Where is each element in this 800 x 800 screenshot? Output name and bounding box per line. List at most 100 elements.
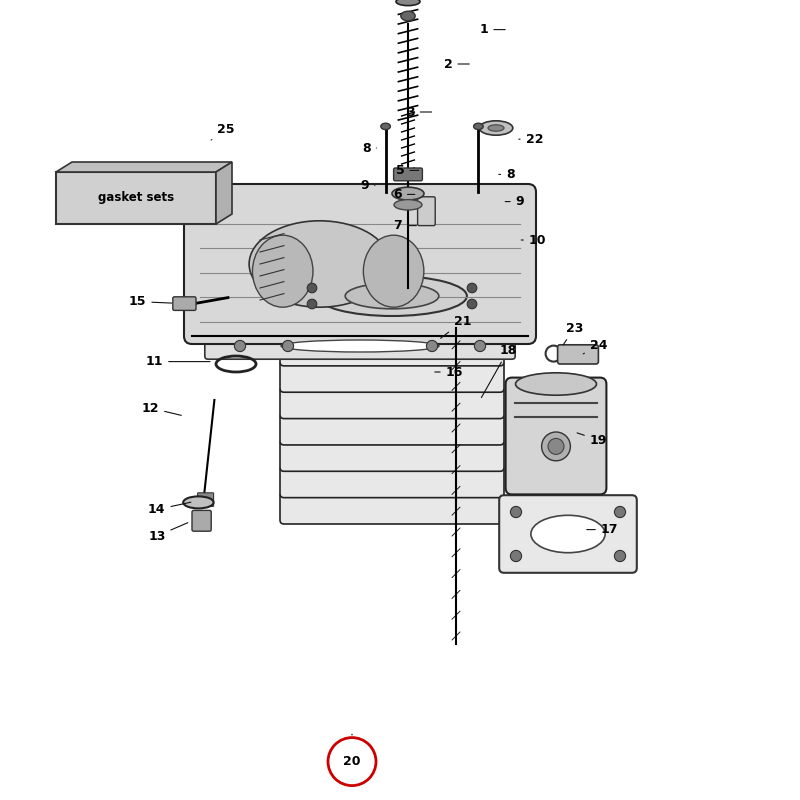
Point [510, 413, 520, 422]
Ellipse shape [479, 121, 513, 135]
Text: 9: 9 [361, 179, 375, 192]
Line: 2 pts: 2 pts [260, 282, 284, 288]
Point [592, 413, 602, 422]
Text: 25: 25 [211, 123, 234, 140]
Text: 12: 12 [142, 402, 182, 415]
Text: 7: 7 [394, 219, 417, 232]
Text: 8: 8 [362, 142, 377, 154]
Ellipse shape [392, 187, 424, 200]
Circle shape [307, 283, 317, 293]
FancyBboxPatch shape [418, 197, 435, 226]
Point [515, 219, 525, 229]
Point [515, 317, 525, 326]
FancyBboxPatch shape [280, 361, 504, 392]
Text: 21: 21 [441, 315, 471, 338]
Point [515, 292, 525, 302]
Ellipse shape [401, 11, 415, 21]
Polygon shape [56, 162, 232, 172]
Text: 16: 16 [434, 366, 463, 378]
Circle shape [510, 506, 522, 518]
FancyBboxPatch shape [558, 345, 598, 364]
Line: 2 pts: 2 pts [260, 234, 284, 240]
Point [195, 219, 205, 229]
Ellipse shape [488, 125, 504, 131]
FancyBboxPatch shape [280, 466, 504, 498]
Text: 10: 10 [521, 234, 546, 246]
Line: 2 pts: 2 pts [260, 246, 284, 252]
FancyBboxPatch shape [506, 378, 606, 494]
Text: 14: 14 [148, 502, 191, 516]
Point [279, 229, 289, 238]
Line: 2 pts: 2 pts [260, 258, 284, 264]
Ellipse shape [381, 123, 390, 130]
Ellipse shape [394, 199, 422, 210]
Circle shape [467, 299, 477, 309]
Point [255, 283, 265, 293]
Ellipse shape [531, 515, 605, 553]
Point [279, 277, 289, 286]
FancyBboxPatch shape [499, 495, 637, 573]
FancyBboxPatch shape [280, 387, 504, 418]
FancyBboxPatch shape [280, 493, 504, 524]
Ellipse shape [474, 123, 483, 130]
Point [195, 317, 205, 326]
Point [255, 247, 265, 257]
Circle shape [328, 738, 376, 786]
Text: 13: 13 [148, 522, 188, 542]
Ellipse shape [515, 373, 597, 395]
Ellipse shape [253, 235, 313, 307]
Circle shape [307, 299, 317, 309]
Text: 5: 5 [396, 164, 419, 177]
Point [279, 289, 289, 298]
Point [279, 253, 289, 262]
FancyBboxPatch shape [173, 297, 196, 310]
Ellipse shape [249, 221, 390, 307]
FancyBboxPatch shape [280, 308, 504, 339]
Circle shape [510, 550, 522, 562]
Ellipse shape [317, 276, 467, 316]
Circle shape [542, 432, 570, 461]
Ellipse shape [281, 340, 439, 352]
FancyBboxPatch shape [198, 493, 214, 506]
Point [195, 243, 205, 253]
Text: 23: 23 [563, 322, 583, 345]
FancyBboxPatch shape [56, 172, 216, 224]
Text: 2: 2 [444, 58, 470, 70]
Circle shape [426, 341, 438, 352]
Circle shape [467, 283, 477, 293]
Circle shape [614, 550, 626, 562]
Point [255, 259, 265, 269]
Ellipse shape [346, 283, 438, 309]
Text: 11: 11 [146, 355, 210, 368]
Line: 2 pts: 2 pts [260, 270, 284, 276]
Point [279, 241, 289, 250]
Text: 19: 19 [577, 433, 607, 446]
Circle shape [474, 341, 486, 352]
FancyBboxPatch shape [394, 168, 422, 181]
Circle shape [548, 438, 564, 454]
Text: gasket sets: gasket sets [98, 191, 174, 205]
Ellipse shape [363, 235, 424, 307]
Line: 2 pts: 2 pts [260, 294, 284, 300]
Ellipse shape [396, 0, 420, 6]
Text: 20: 20 [343, 755, 361, 768]
Text: 18: 18 [482, 344, 517, 398]
Text: 1: 1 [480, 23, 506, 36]
Circle shape [614, 506, 626, 518]
Text: 6: 6 [394, 188, 415, 201]
Text: 17: 17 [586, 523, 618, 536]
Point [279, 265, 289, 274]
Point [195, 268, 205, 278]
Polygon shape [216, 162, 232, 224]
FancyBboxPatch shape [184, 184, 536, 344]
Text: 3: 3 [406, 106, 432, 118]
Point [515, 243, 525, 253]
Point [255, 235, 265, 245]
Point [510, 398, 520, 407]
Point [515, 268, 525, 278]
Circle shape [234, 341, 246, 352]
Text: 9: 9 [505, 195, 524, 208]
Point [255, 295, 265, 305]
Point [592, 398, 602, 407]
Point [195, 292, 205, 302]
